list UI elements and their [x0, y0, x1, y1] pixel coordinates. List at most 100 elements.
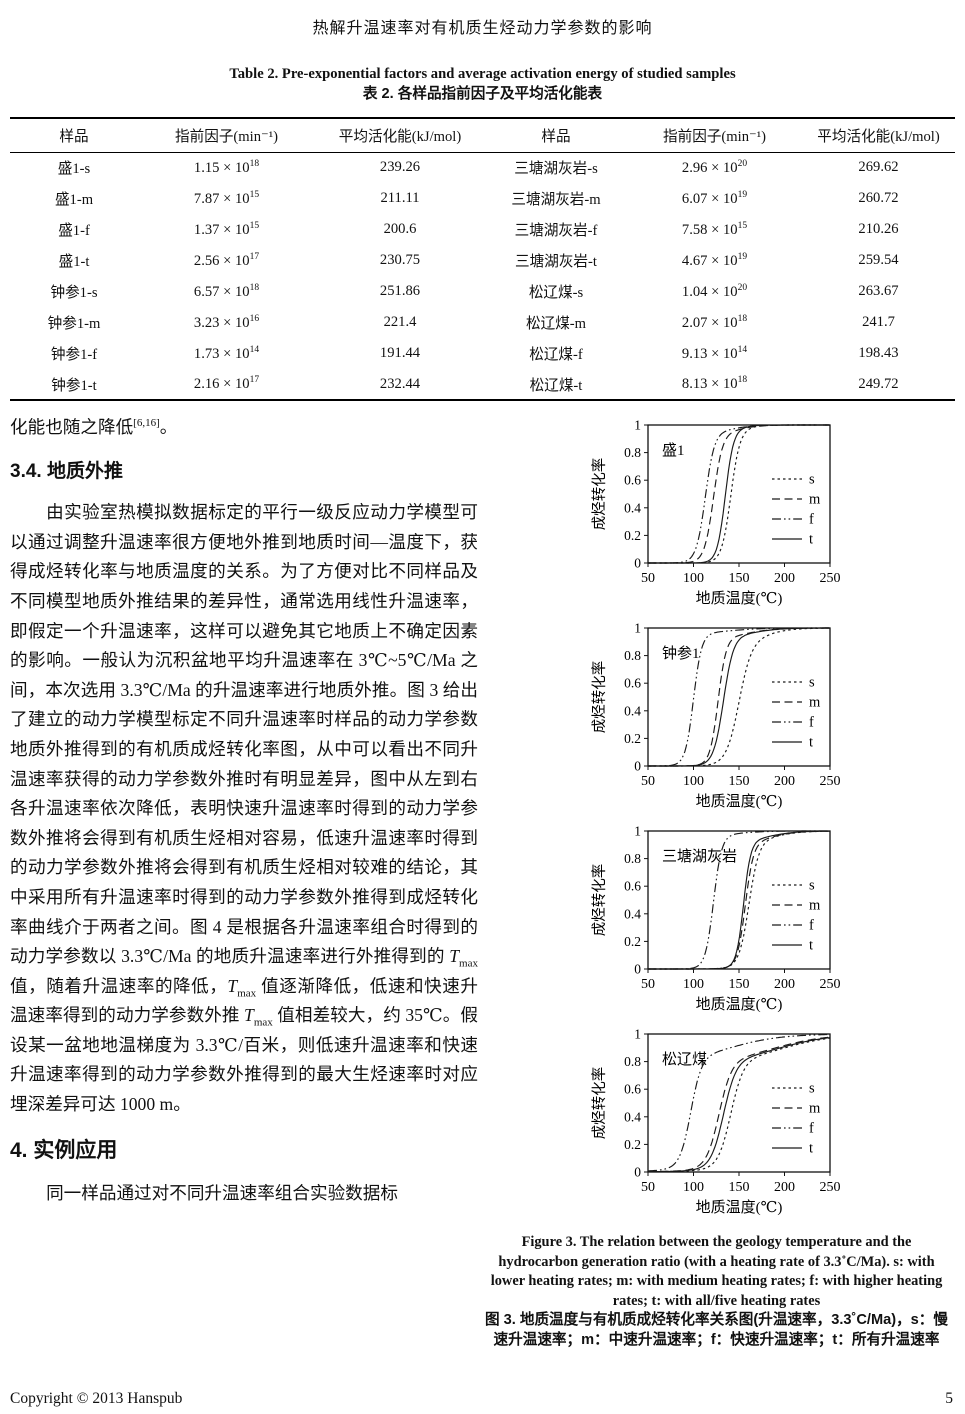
legend-label-t: t — [809, 1141, 813, 1157]
table-caption-zh: 表 2. 各样品指前因子及平均活化能表 — [362, 86, 603, 102]
table-cell: 269.62 — [858, 159, 899, 176]
text-segment: 由实验室热模拟数据标定的平行一级反应动力学模型可以通过调整升温速率很方便地外推到… — [10, 502, 478, 967]
sample-label: 松辽煤 — [662, 1051, 707, 1068]
legend-label-f: f — [809, 512, 814, 528]
column-header: 平均活化能(kJ/mol) — [338, 128, 462, 145]
x-axis-label: 地质温度(℃) — [696, 793, 783, 810]
y-tick-label: 0 — [634, 759, 641, 774]
table-cell: 松辽煤-s — [528, 285, 584, 301]
paper-page: 热解升温速率对有机质生烃动力学参数的影响 Table 2. Pre-expone… — [10, 20, 955, 1348]
y-tick-label: 0.8 — [624, 445, 641, 460]
series-f — [648, 424, 830, 564]
x-axis-label: 地质温度(℃) — [696, 996, 783, 1013]
paragraph-geology-extrapolation: 由实验室热模拟数据标定的平行一级反应动力学模型可以通过调整升温速率很方便地外推到… — [10, 498, 478, 1119]
y-tick-label: 0.2 — [624, 528, 641, 543]
table-cell: 6.57 × 1018 — [193, 282, 260, 300]
table-cell: 钟参1-s — [50, 285, 98, 301]
text-segment: 值相差较大，约 35℃。假设某一盆地地温梯度为 3.3℃/百米，则低速升温速率和… — [10, 1005, 478, 1115]
series-s — [648, 627, 830, 767]
x-tick-label: 100 — [683, 977, 704, 992]
table-row: 盛1-t 2.56 × 1017 230.75 三塘湖灰岩-t 4.67 × 1019 2… — [10, 245, 955, 276]
section-heading-4: 4. 实例应用 — [10, 1138, 118, 1162]
table-row: 盛1-m 7.87 × 1015 211.11 三塘湖灰岩-m 6.07 × 1019 2… — [10, 183, 955, 214]
y-tick-label: 1 — [634, 824, 641, 839]
table-cell: 3.23 × 1016 — [193, 313, 260, 331]
table-cell: 1.37 × 1015 — [193, 220, 260, 238]
chart-sheng1: 0 0.2 0.4 0.6 0.8 1 50 100 150 200 250 成烃转化率 地质温度(℃)… — [586, 413, 886, 616]
legend-label-s: s — [809, 878, 815, 894]
y-axis-label: 成烃转化率 — [591, 661, 608, 734]
table-cell: 2.16 × 1017 — [193, 375, 260, 392]
table-row: 钟参1-f 1.73 × 1014 191.44 松辽煤-f 9.13 × 1014 19… — [10, 338, 955, 369]
series-f — [647, 1033, 830, 1172]
table-cell: 210.26 — [858, 221, 899, 237]
x-tick-label: 250 — [820, 774, 841, 789]
table-cell: 盛1-m — [54, 192, 94, 208]
y-tick-label: 0.2 — [624, 731, 641, 746]
table-cell: 7.58 × 1015 — [681, 220, 748, 238]
table-cell: 松辽煤-m — [526, 316, 586, 332]
table-cell: 198.43 — [858, 345, 899, 361]
table-cell: 8.13 × 1018 — [681, 375, 748, 392]
legend-label-m: m — [809, 898, 821, 914]
paragraph-continued: 化能也随之降低[6,16]。 — [10, 413, 478, 443]
x-tick-label: 50 — [641, 1180, 655, 1195]
y-tick-label: 0.6 — [624, 473, 641, 488]
table-cell: 松辽煤-t — [529, 377, 583, 394]
chart-santanghu: 0 0.2 0.4 0.6 0.8 1 50 100 150 200 250 成烃转化率 地质温度(℃)… — [586, 819, 886, 1022]
y-tick-label: 1 — [634, 418, 641, 433]
page-footer: Copyright © 2013 Hanspub 5 — [10, 1390, 953, 1408]
table-cell: 1.04 × 1020 — [681, 282, 748, 300]
text-segment: 值逐渐降低，低速和快速升温速率得到的动力学参数外推 — [10, 975, 478, 1026]
y-axis-label: 成烃转化率 — [591, 864, 608, 937]
text-segment: max — [237, 987, 257, 1000]
x-tick-label: 250 — [820, 977, 841, 992]
y-tick-label: 0.8 — [624, 851, 641, 866]
legend-label-s: s — [809, 472, 815, 488]
series-t — [648, 830, 830, 970]
chart-songliao: 0 0.2 0.4 0.6 0.8 1 50 100 150 200 250 成烃转化率 地质温度(℃)… — [586, 1022, 886, 1225]
sample-label: 钟参1 — [662, 645, 700, 662]
text-segment: 同一样品通过对不同升温速率组合实验数据标 — [46, 1183, 398, 1204]
table-cell: 三塘湖灰岩-m — [511, 192, 601, 208]
y-tick-label: 0.6 — [624, 1082, 641, 1097]
x-tick-label: 100 — [683, 1180, 704, 1195]
x-tick-label: 150 — [729, 571, 750, 586]
table-cell: 221.4 — [383, 314, 417, 330]
table-cell: 钟参1-m — [47, 316, 101, 332]
table-cell: 三塘湖灰岩-f — [514, 223, 598, 239]
text-segment: max — [459, 957, 478, 970]
table-caption-en: Table 2. Pre-exponential factors and ave… — [229, 66, 736, 82]
table-cell: 钟参1-t — [51, 377, 97, 394]
table-row: 盛1-f 1.37 × 1015 200.6 三塘湖灰岩-f 7.58 × 1015 21… — [10, 214, 955, 245]
y-tick-label: 0.4 — [624, 1109, 641, 1124]
x-tick-label: 100 — [683, 774, 704, 789]
table-row: 钟参1-m 3.23 × 1016 221.4 松辽煤-m 2.07 × 1018 241… — [10, 307, 955, 338]
table-cell: 松辽煤-f — [529, 347, 583, 363]
chart-zhongcan1: 0 0.2 0.4 0.6 0.8 1 50 100 150 200 250 成烃转化率 地质温度(℃)… — [586, 616, 886, 819]
y-axis-label: 成烃转化率 — [591, 458, 608, 531]
table-captions: Table 2. Pre-exponential factors and ave… — [10, 64, 955, 104]
table-cell: 230.75 — [379, 252, 421, 268]
table-row: 钟参1-t 2.16 × 1017 232.44 松辽煤-t 8.13 × 1018 24… — [10, 369, 955, 400]
y-tick-label: 0.2 — [624, 1137, 641, 1152]
section-heading-3-4: 3.4. 地质外推 — [10, 460, 123, 482]
x-tick-label: 250 — [820, 571, 841, 586]
page-number: 5 — [945, 1390, 953, 1407]
y-tick-label: 0.4 — [624, 703, 641, 718]
table-cell: 239.26 — [379, 159, 421, 176]
x-axis-label: 地质温度(℃) — [696, 590, 783, 607]
x-tick-label: 200 — [774, 1180, 795, 1195]
y-tick-label: 0.2 — [624, 934, 641, 949]
y-tick-label: 0.8 — [624, 1054, 641, 1069]
legend-label-f: f — [809, 715, 814, 731]
y-tick-label: 0.4 — [624, 906, 641, 921]
y-tick-label: 0.6 — [624, 676, 641, 691]
y-tick-label: 0 — [634, 962, 641, 977]
legend-label-m: m — [809, 695, 821, 711]
table-cell: 盛1-s — [57, 161, 91, 178]
running-title: 热解升温速率对有机质生烃动力学参数的影响 — [312, 20, 653, 37]
x-tick-label: 50 — [641, 571, 655, 586]
